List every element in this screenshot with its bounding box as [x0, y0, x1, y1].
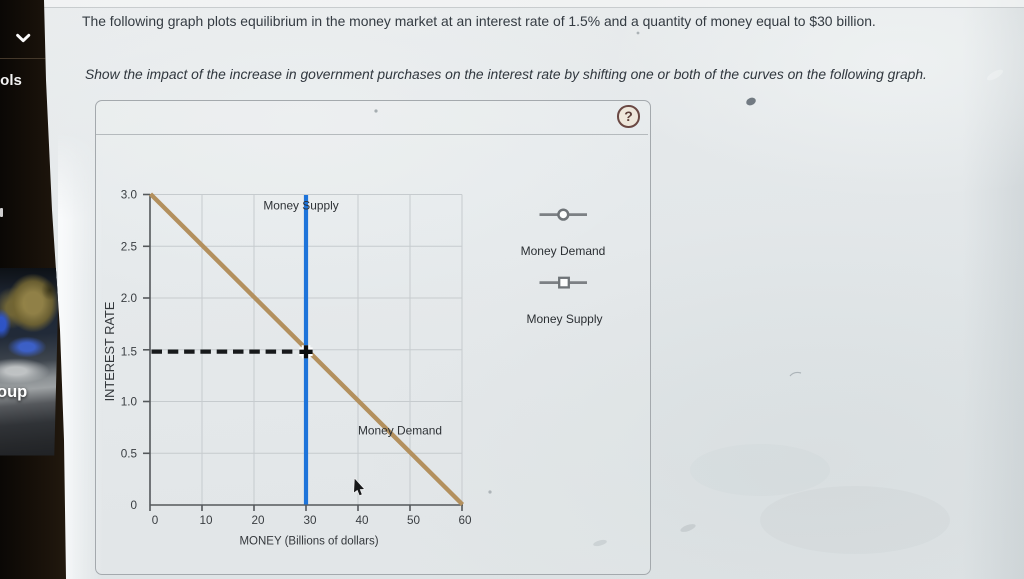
- svg-text:2.0: 2.0: [121, 292, 138, 305]
- svg-text:60: 60: [458, 514, 472, 527]
- svg-text:50: 50: [407, 514, 421, 527]
- svg-text:INTEREST RATE: INTEREST RATE: [102, 302, 117, 402]
- svg-text:Money Demand: Money Demand: [521, 244, 606, 258]
- svg-text:0: 0: [152, 514, 159, 527]
- svg-text:20: 20: [251, 514, 265, 527]
- svg-text:30: 30: [303, 514, 317, 527]
- svg-text:MONEY (Billions of dollars): MONEY (Billions of dollars): [239, 536, 378, 548]
- svg-text:0: 0: [130, 499, 137, 512]
- svg-text:Money Supply: Money Supply: [526, 312, 602, 326]
- svg-text:Money Supply: Money Supply: [263, 198, 338, 212]
- svg-text:40: 40: [355, 514, 369, 527]
- svg-text:1.0: 1.0: [121, 396, 138, 409]
- svg-text:0.5: 0.5: [121, 447, 138, 460]
- svg-text:2.5: 2.5: [121, 240, 138, 253]
- svg-text:10: 10: [199, 514, 213, 527]
- svg-text:3.0: 3.0: [121, 189, 138, 202]
- svg-text:1.5: 1.5: [121, 345, 138, 358]
- svg-text:Money Demand: Money Demand: [358, 423, 442, 437]
